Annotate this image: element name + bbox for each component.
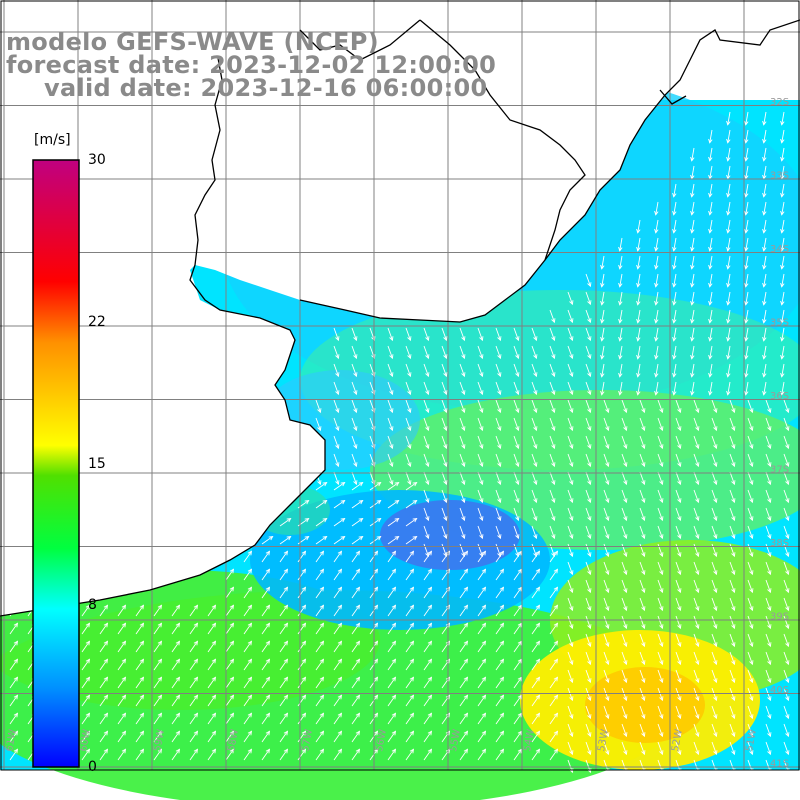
coastline [0, 19, 800, 617]
valid-date: valid date: 2023-12-16 06:00:00 [44, 74, 488, 102]
lon-label: 60W [78, 728, 93, 752]
colorbar-unit-label: [m/s] [34, 132, 71, 148]
wind-arrows [9, 111, 790, 774]
colorbar-tick-label: 30 [88, 152, 106, 168]
colorbar [32, 159, 80, 768]
lon-label: 53W [596, 728, 611, 752]
grid-labels: 61W 60W 59W 58W 57W 56W 55W 54W 53W 52W 51W 32S 33S 3… [4, 97, 789, 770]
lat-label: 37S [770, 465, 789, 476]
lon-label: 59W [152, 728, 167, 752]
lat-label: 36S [770, 391, 789, 402]
lat-label: 41S [770, 759, 789, 770]
lon-label: 55W [448, 728, 463, 752]
colorbar-tick-label: 15 [88, 455, 106, 472]
colorbar-tick-label: 0 [88, 759, 97, 775]
lon-label: 57W [300, 728, 315, 752]
model-title: modelo GEFS-WAVE (NCEP) [6, 28, 379, 56]
lat-label: 34S [770, 244, 789, 255]
lat-label: 39S [770, 612, 789, 623]
lat-label: 38S [770, 538, 789, 549]
lat-label: 32S [770, 97, 789, 108]
lat-label: 33S [770, 171, 789, 182]
lon-label: 58W [226, 728, 241, 752]
lon-label: 56W [374, 728, 389, 752]
colorbar-tick-label: 8 [88, 597, 97, 614]
lat-label: 35S [770, 318, 789, 329]
forecast-date: forecast date: 2023-12-02 12:00:00 [6, 51, 497, 79]
lon-label: 54W [522, 728, 537, 752]
lon-label: 51W [744, 728, 759, 752]
colorbar-tick-label: 22 [88, 313, 106, 330]
land-mask [0, 0, 800, 616]
lon-label: 61W [4, 728, 19, 752]
lon-label: 52W [670, 728, 685, 752]
lat-label: 40S [770, 685, 789, 696]
